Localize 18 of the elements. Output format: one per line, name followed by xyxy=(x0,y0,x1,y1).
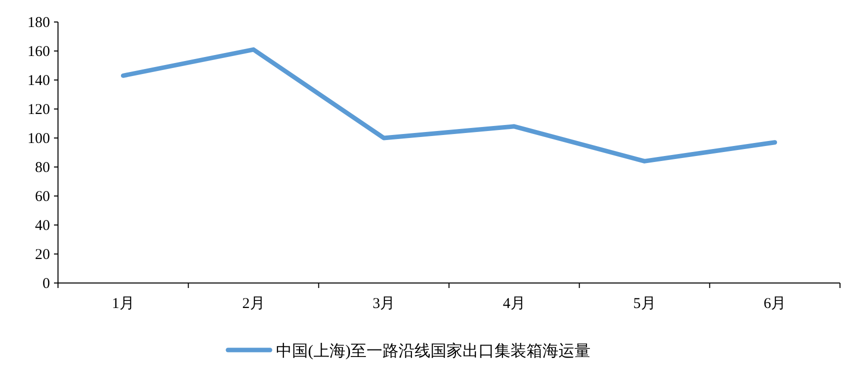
x-tick-label: 1月 xyxy=(112,296,134,312)
y-tick-label: 0 xyxy=(42,276,50,292)
x-tick-label: 4月 xyxy=(502,296,526,312)
x-tick-label: 5月 xyxy=(633,296,656,312)
y-tick-label: 40 xyxy=(35,218,50,234)
y-tick-label: 120 xyxy=(28,102,50,118)
x-tick-label: 2月 xyxy=(242,296,265,312)
x-tick-label: 3月 xyxy=(372,296,396,312)
y-tick-label: 80 xyxy=(35,160,50,176)
y-tick-label: 100 xyxy=(28,131,50,147)
line-series xyxy=(120,47,778,164)
x-tick-label: 6月 xyxy=(764,296,786,312)
legend-label: 中国(上海)至一路沿线国家出口集装箱海运量 xyxy=(276,342,591,360)
y-tick-label: 20 xyxy=(35,247,50,263)
y-tick-label: 180 xyxy=(28,15,50,31)
y-tick-label: 160 xyxy=(28,44,50,60)
y-tick-label: 60 xyxy=(35,189,50,205)
y-tick-label: 140 xyxy=(28,73,50,89)
